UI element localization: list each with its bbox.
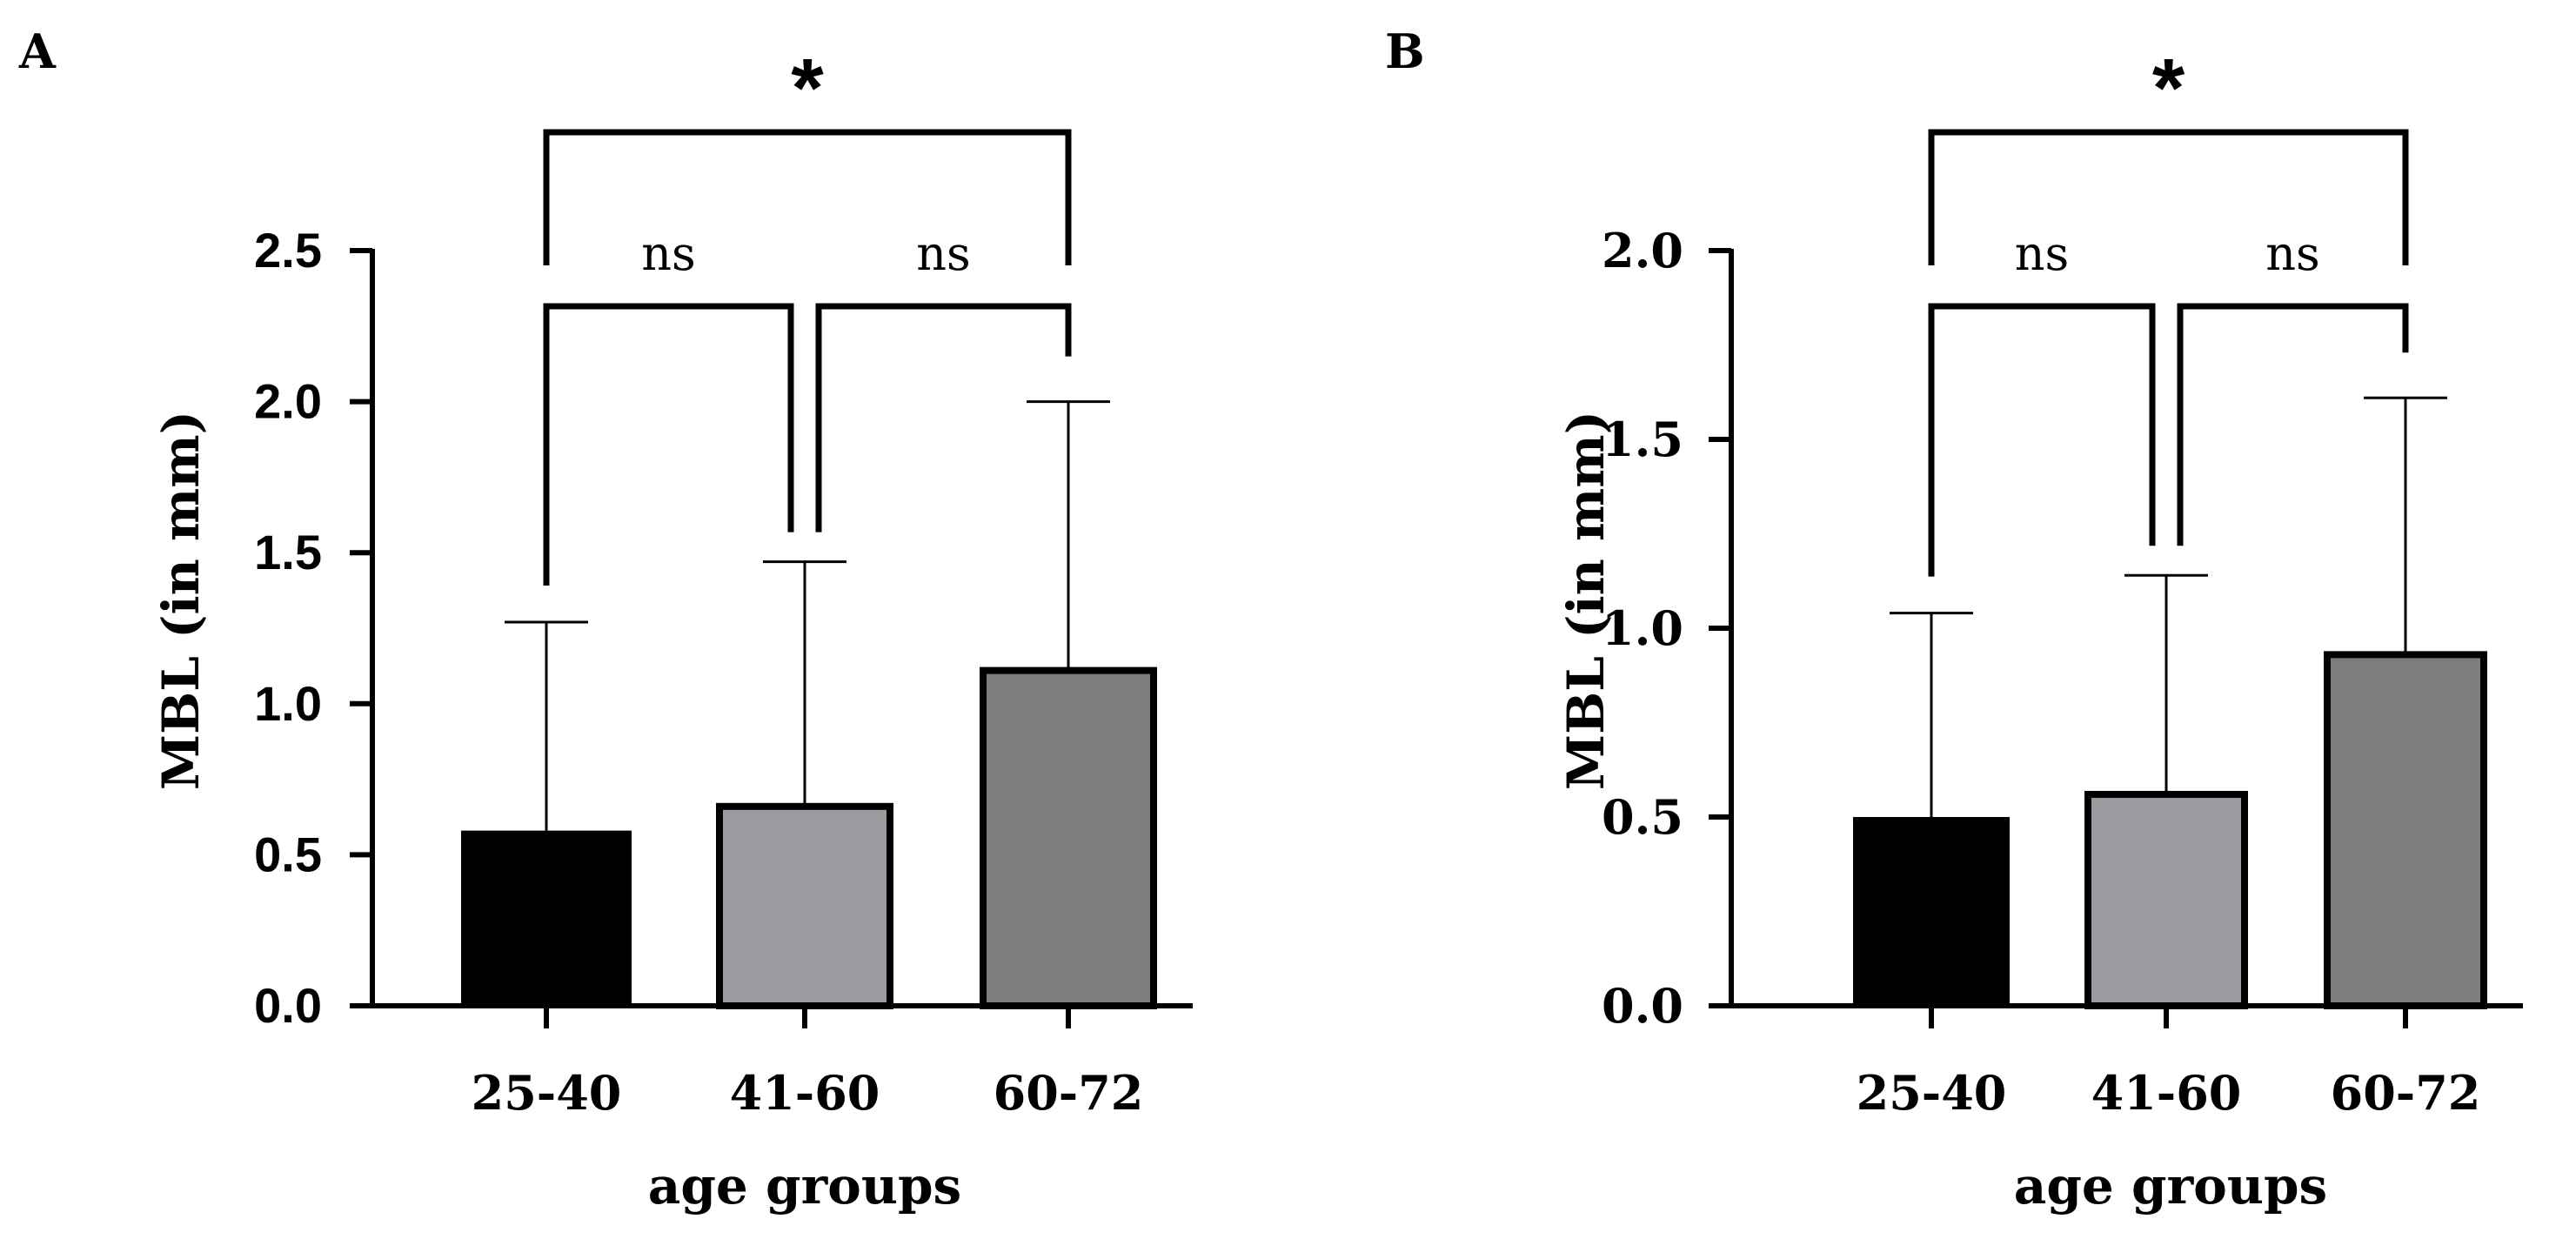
panel-a-y-tick-label: 0.5 xyxy=(254,827,322,881)
panel-a-significance-label: ns xyxy=(641,226,696,281)
panel-a-y-tick-label: 1.0 xyxy=(254,676,322,731)
panel-a-y-tick-label: 2.0 xyxy=(254,374,322,429)
panel-b-bar-41-60 xyxy=(2084,790,2248,1010)
panel-b-y-tick-label: 2.0 xyxy=(1602,223,1683,278)
panel-b-marks: 0.0 0.5 1.0 1.5 2.0 25-40 41-60 60-72 ns ns * xyxy=(1602,42,2523,1121)
panel-b-x-tick-label: 41-60 xyxy=(2091,1065,2242,1121)
panel-a-x-axis-title: age groups xyxy=(648,1156,961,1216)
panel-a-significance-bracket xyxy=(543,129,1072,265)
panel-a-y-axis-title: MBL (in mm) xyxy=(151,411,211,790)
panel-b: B MBL (in mm) age groups 0.0 0.5 1.0 1.5 2.0… xyxy=(1385,23,2523,1216)
panel-a-significance-bracket xyxy=(815,303,1072,532)
panel-b-significance-label: * xyxy=(2152,42,2185,135)
panel-b-y-axis-title: MBL (in mm) xyxy=(1556,411,1616,790)
panel-b-significance-label: ns xyxy=(2265,226,2320,281)
panel-a-y-tick-label: 1.5 xyxy=(254,525,322,579)
panel-a-x-tick-label: 25-40 xyxy=(472,1065,622,1121)
panel-b-x-axis-title: age groups xyxy=(2014,1156,2327,1216)
panel-b-y-tick-label: 1.5 xyxy=(1602,412,1683,467)
panel-a-marks: 0.0 0.5 1.0 1.5 2.0 2.5 25-40 41-60 60-72 ns ns * xyxy=(254,42,1193,1121)
panel-b-bar-60-72 xyxy=(2324,651,2487,1009)
panel-a-significance-label: * xyxy=(791,42,824,135)
panel-b-significance-bracket xyxy=(2177,303,2409,546)
panel-b-significance-bracket xyxy=(1928,129,2409,265)
panel-b-x-tick-label: 60-72 xyxy=(2331,1065,2481,1121)
panel-b-significance-bracket xyxy=(1928,303,2156,577)
panel-b-x-tick-label: 25-40 xyxy=(1857,1065,2007,1121)
panel-a: A MBL (in mm) age groups 0.0 0.5 1.0 1.5 2.0… xyxy=(18,23,1193,1216)
panel-a-x-tick-label: 41-60 xyxy=(730,1065,880,1121)
panel-b-letter: B xyxy=(1385,23,1425,79)
panel-a-significance-label: ns xyxy=(916,226,971,281)
panel-a-x-tick-label: 60-72 xyxy=(994,1065,1144,1121)
panel-b-y-tick-label: 0.0 xyxy=(1602,978,1683,1034)
panel-a-significance-bracket xyxy=(543,303,794,586)
panel-b-significance-label: ns xyxy=(2015,226,2070,281)
panel-a-y-tick-label: 2.5 xyxy=(254,223,322,278)
panel-a-letter: A xyxy=(18,23,57,79)
panel-b-y-tick-label: 0.5 xyxy=(1602,789,1683,845)
panel-a-bar-25-40 xyxy=(461,830,632,1006)
panel-a-bar-60-72 xyxy=(980,666,1157,1009)
panel-b-bar-25-40 xyxy=(1853,817,2010,1006)
panel-b-y-tick-label: 1.0 xyxy=(1602,600,1683,656)
panel-a-y-tick-label: 0.0 xyxy=(254,978,322,1033)
panel-a-bar-41-60 xyxy=(716,802,893,1010)
